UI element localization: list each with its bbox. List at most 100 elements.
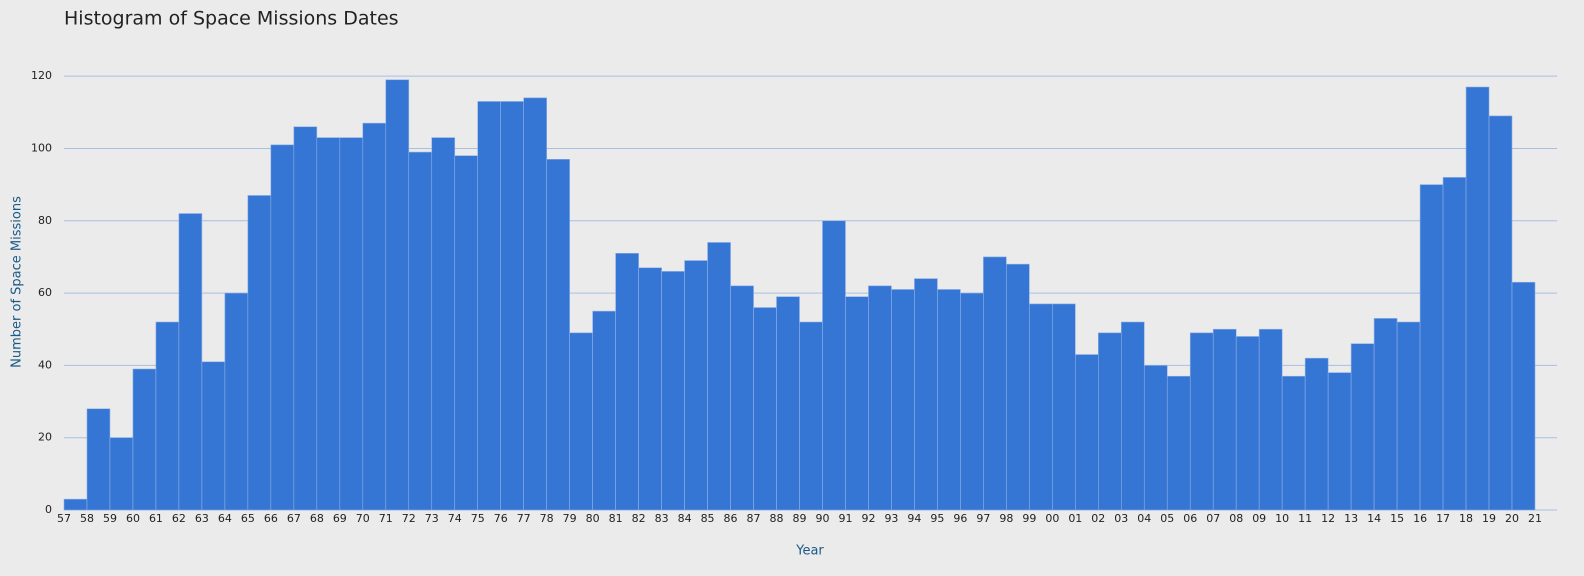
x-tick-label: 62 [172, 512, 186, 525]
bar [661, 271, 685, 511]
bar [1052, 303, 1076, 511]
x-tick-label: 87 [747, 512, 761, 525]
bar [1396, 321, 1421, 511]
x-tick-label: 57 [57, 512, 71, 525]
x-tick-label: 09 [1252, 512, 1266, 525]
bar [86, 408, 111, 511]
x-tick-label: 93 [884, 512, 898, 525]
bar [1258, 328, 1283, 511]
x-tick-label: 96 [953, 512, 967, 525]
bar [477, 101, 502, 511]
x-tick-label: 03 [1114, 512, 1128, 525]
bar [316, 137, 341, 511]
x-tick-label: 18 [1459, 512, 1473, 525]
x-tick-label: 91 [838, 512, 852, 525]
bar [109, 437, 134, 511]
bar [753, 307, 777, 511]
bar [592, 310, 616, 511]
x-tick-label: 10 [1275, 512, 1289, 525]
x-tick-label: 63 [195, 512, 209, 525]
bar [1235, 336, 1260, 511]
x-tick-label: 14 [1367, 512, 1381, 525]
y-tick-label: 0 [45, 503, 52, 516]
x-tick-label: 04 [1137, 512, 1151, 525]
x-tick-label: 85 [701, 512, 715, 525]
bar [684, 260, 708, 511]
bar [1442, 177, 1467, 511]
x-tick-label: 98 [999, 512, 1013, 525]
bar [500, 101, 524, 511]
x-tick-label: 00 [1045, 512, 1059, 525]
x-tick-label: 88 [770, 512, 784, 525]
y-tick-label: 60 [38, 286, 52, 299]
bar [1327, 372, 1352, 511]
x-tick-label: 20 [1505, 512, 1519, 525]
x-tick-label: 73 [425, 512, 439, 525]
x-axis-label: Year [795, 544, 824, 559]
bar [1419, 184, 1444, 511]
x-tick-label: 08 [1229, 512, 1243, 525]
bar [178, 213, 203, 511]
bar [362, 122, 387, 511]
bar [247, 195, 272, 511]
x-tick-label: 83 [655, 512, 669, 525]
x-tick-label: 74 [448, 512, 462, 525]
bar [1006, 263, 1030, 511]
bar [1488, 115, 1513, 511]
bar [937, 289, 961, 511]
x-tick-label: 15 [1390, 512, 1404, 525]
y-tick-label: 20 [38, 431, 52, 444]
bar [132, 368, 157, 511]
x-tick-label: 81 [609, 512, 623, 525]
x-tick-label: 01 [1068, 512, 1082, 525]
x-tick-label: 77 [517, 512, 531, 525]
x-tick-label: 06 [1183, 512, 1197, 525]
x-tick-label: 02 [1091, 512, 1105, 525]
x-tick-label: 68 [310, 512, 324, 525]
x-tick-label: 69 [333, 512, 347, 525]
x-tick-label: 99 [1022, 512, 1036, 525]
bar [339, 137, 364, 511]
x-tick-label: 82 [632, 512, 646, 525]
bar [960, 292, 984, 511]
x-tick-label: 17 [1436, 512, 1450, 525]
x-tick-label: 58 [80, 512, 94, 525]
bar [1189, 332, 1214, 511]
x-tick-label: 16 [1413, 512, 1427, 525]
bar [408, 151, 433, 511]
bar [638, 267, 662, 511]
x-tick-label: 07 [1206, 512, 1220, 525]
bar [868, 285, 892, 511]
bar [1373, 318, 1398, 511]
x-tick-label: 21 [1528, 512, 1542, 525]
chart-title: Histogram of Space Missions Dates [64, 8, 399, 30]
bar [431, 137, 456, 511]
bar [845, 296, 869, 511]
bar [155, 321, 180, 511]
x-tick-label: 05 [1160, 512, 1174, 525]
y-tick-label: 80 [38, 214, 52, 227]
x-tick-label: 13 [1344, 512, 1358, 525]
bar [293, 126, 318, 511]
bar [1097, 332, 1122, 511]
y-axis-label: Number of Space Missions [10, 196, 25, 368]
bar [1120, 321, 1145, 511]
x-tick-label: 75 [471, 512, 485, 525]
x-tick-label: 60 [126, 512, 140, 525]
x-tick-label: 65 [241, 512, 255, 525]
x-tick-label: 84 [678, 512, 692, 525]
bar [1511, 281, 1536, 511]
bar [63, 498, 88, 511]
bar [270, 144, 295, 511]
bar [1304, 357, 1329, 511]
bar [707, 242, 731, 511]
x-tick-label: 97 [976, 512, 990, 525]
x-tick-label: 67 [287, 512, 301, 525]
bar [385, 79, 410, 511]
x-tick-label: 92 [861, 512, 875, 525]
bar [1281, 375, 1306, 511]
x-tick-label: 12 [1321, 512, 1335, 525]
bar [1350, 343, 1375, 511]
bar [1143, 365, 1168, 511]
